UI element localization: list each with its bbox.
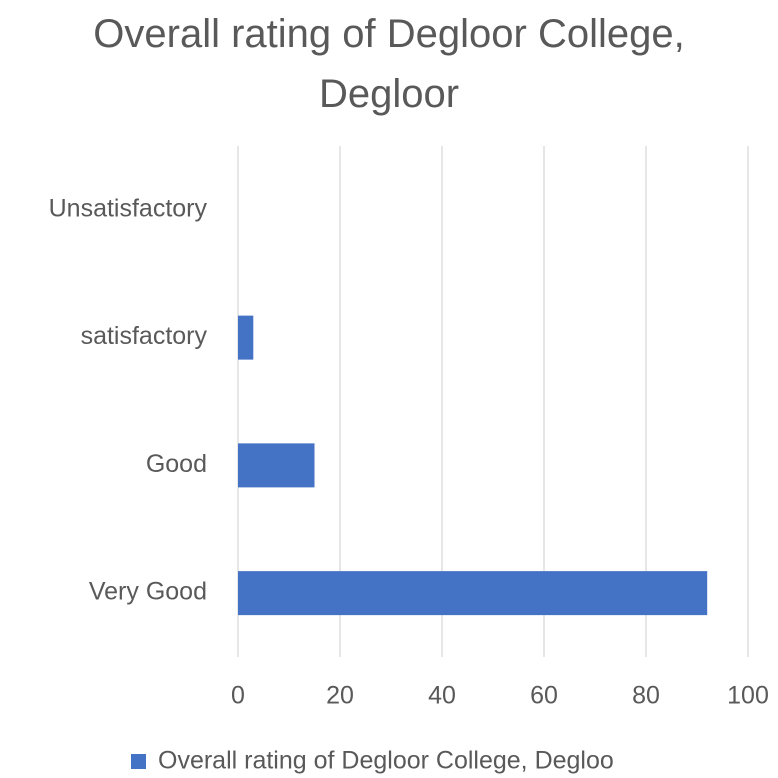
legend-label: Overall rating of Degloor College, Deglo… [158, 747, 614, 775]
y-tick-label: Very Good [89, 578, 207, 606]
x-tick-label: 100 [727, 682, 769, 710]
bar [238, 315, 254, 360]
x-tick-label: 60 [530, 682, 558, 710]
legend-swatch [131, 754, 146, 769]
y-tick-label: Good [146, 450, 207, 478]
bar [238, 443, 315, 488]
x-tick-label: 40 [428, 682, 456, 710]
y-tick-label: Unsatisfactory [49, 194, 208, 222]
bar [238, 571, 708, 616]
x-tick-label: 0 [231, 682, 245, 710]
chart-title: Overall rating of Degloor College, Deglo… [93, 12, 685, 116]
y-tick-label: satisfactory [81, 322, 208, 350]
x-tick-label: 80 [632, 682, 660, 710]
x-tick-label: 20 [326, 682, 354, 710]
